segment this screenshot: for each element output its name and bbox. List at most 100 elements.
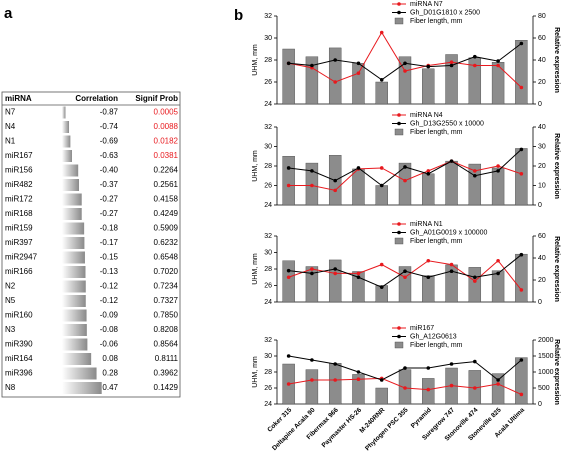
point bbox=[496, 378, 500, 382]
point bbox=[449, 262, 454, 267]
y-axis-label: UHM, mm bbox=[252, 150, 259, 182]
bar bbox=[375, 185, 388, 206]
bar bbox=[305, 266, 319, 303]
y2-tick-label: 20 bbox=[538, 277, 546, 284]
legend-label: Gh_D13G2550 x 10000 bbox=[410, 120, 484, 127]
point bbox=[286, 275, 291, 280]
point bbox=[286, 354, 291, 358]
y2-tick-label: 10 bbox=[538, 182, 546, 189]
y-tick-label: 26 bbox=[264, 282, 272, 289]
signif-prob: 0.0182 bbox=[154, 137, 179, 146]
signif-prob: 0.3962 bbox=[154, 369, 179, 378]
row-label: miR159 bbox=[5, 224, 33, 233]
correlation-bar bbox=[62, 353, 92, 365]
correlation: -0.74 bbox=[100, 122, 119, 131]
signif-prob: 0.7850 bbox=[154, 311, 179, 320]
point bbox=[473, 169, 477, 173]
row-label: N4 bbox=[5, 122, 16, 131]
point bbox=[310, 358, 314, 362]
point bbox=[426, 275, 431, 280]
table-header: Correlation bbox=[75, 94, 118, 103]
row-label: miR168 bbox=[5, 209, 33, 218]
point bbox=[403, 269, 407, 274]
point bbox=[496, 169, 500, 173]
legend-swatch bbox=[397, 10, 401, 15]
point bbox=[449, 63, 454, 68]
point bbox=[379, 262, 384, 267]
signif-prob: 0.4158 bbox=[154, 195, 179, 204]
point bbox=[473, 63, 477, 68]
y-tick-label: 32 bbox=[264, 124, 272, 131]
point bbox=[379, 183, 384, 188]
point bbox=[473, 359, 477, 364]
legend-swatch bbox=[397, 113, 401, 117]
point bbox=[519, 147, 524, 152]
point bbox=[519, 85, 524, 90]
y2-axis-label: Relative expression bbox=[553, 236, 560, 302]
y-tick-label: 24 bbox=[264, 299, 272, 306]
point bbox=[473, 173, 477, 178]
bar bbox=[515, 357, 528, 405]
bar bbox=[352, 374, 365, 405]
point bbox=[426, 172, 431, 176]
correlation: -0.13 bbox=[100, 267, 119, 276]
point bbox=[449, 269, 454, 274]
point bbox=[426, 366, 431, 370]
table-header: Signif Prob bbox=[135, 94, 178, 103]
correlation-bar bbox=[62, 251, 85, 264]
correlation-bar bbox=[62, 338, 88, 351]
point bbox=[426, 169, 431, 173]
bar bbox=[468, 267, 482, 303]
y-tick-label: 28 bbox=[264, 369, 272, 376]
y-tick-label: 32 bbox=[264, 337, 272, 344]
point bbox=[333, 188, 337, 193]
point bbox=[356, 271, 361, 276]
point bbox=[403, 69, 407, 73]
row-label: miR172 bbox=[5, 195, 33, 204]
legend-label: miR167 bbox=[410, 325, 434, 332]
correlation: -0.08 bbox=[100, 325, 119, 334]
signif-prob: 0.0088 bbox=[154, 122, 179, 131]
point bbox=[496, 63, 500, 68]
correlation: -0.69 bbox=[100, 137, 119, 146]
y-tick-label: 28 bbox=[264, 266, 272, 273]
point bbox=[286, 183, 291, 188]
point bbox=[496, 382, 500, 386]
point bbox=[519, 392, 524, 397]
signif-prob: 0.7327 bbox=[154, 296, 179, 305]
correlation-bar bbox=[62, 309, 87, 322]
row-label: N5 bbox=[5, 296, 16, 305]
legend-label: Gh_A01G0019 x 100000 bbox=[410, 229, 488, 236]
y2-tick-label: 1500 bbox=[538, 353, 554, 360]
point bbox=[286, 61, 291, 66]
legend-label: Fiber length, mm bbox=[410, 238, 463, 245]
bar bbox=[305, 56, 319, 105]
point bbox=[333, 267, 337, 271]
x-tick-label: Deltapine Acala 90 bbox=[271, 406, 317, 452]
row-label: N2 bbox=[5, 282, 16, 291]
correlation-bar bbox=[62, 382, 102, 394]
bar bbox=[491, 167, 505, 206]
signif-prob: 0.7234 bbox=[154, 282, 179, 291]
point bbox=[286, 268, 291, 273]
correlation-bar bbox=[62, 222, 85, 235]
y-tick-label: 24 bbox=[264, 202, 272, 209]
row-label: miR390 bbox=[5, 340, 33, 349]
y-tick-label: 30 bbox=[264, 353, 272, 360]
point bbox=[426, 258, 431, 263]
row-label: miR396 bbox=[5, 369, 33, 378]
y2-tick-label: 0 bbox=[538, 401, 542, 408]
legend-swatch bbox=[397, 334, 401, 339]
row-label: miR164 bbox=[5, 354, 33, 363]
correlation-bar bbox=[62, 121, 70, 133]
bar bbox=[398, 162, 412, 206]
correlation-bar bbox=[62, 295, 86, 307]
row-label: N7 bbox=[5, 108, 16, 117]
point bbox=[356, 275, 361, 280]
correlation: -0.15 bbox=[100, 253, 119, 262]
y-tick-label: 24 bbox=[264, 101, 272, 108]
bar bbox=[491, 373, 505, 405]
bar bbox=[491, 62, 505, 105]
y2-tick-label: 0 bbox=[538, 299, 542, 306]
y-tick-label: 28 bbox=[264, 57, 272, 64]
